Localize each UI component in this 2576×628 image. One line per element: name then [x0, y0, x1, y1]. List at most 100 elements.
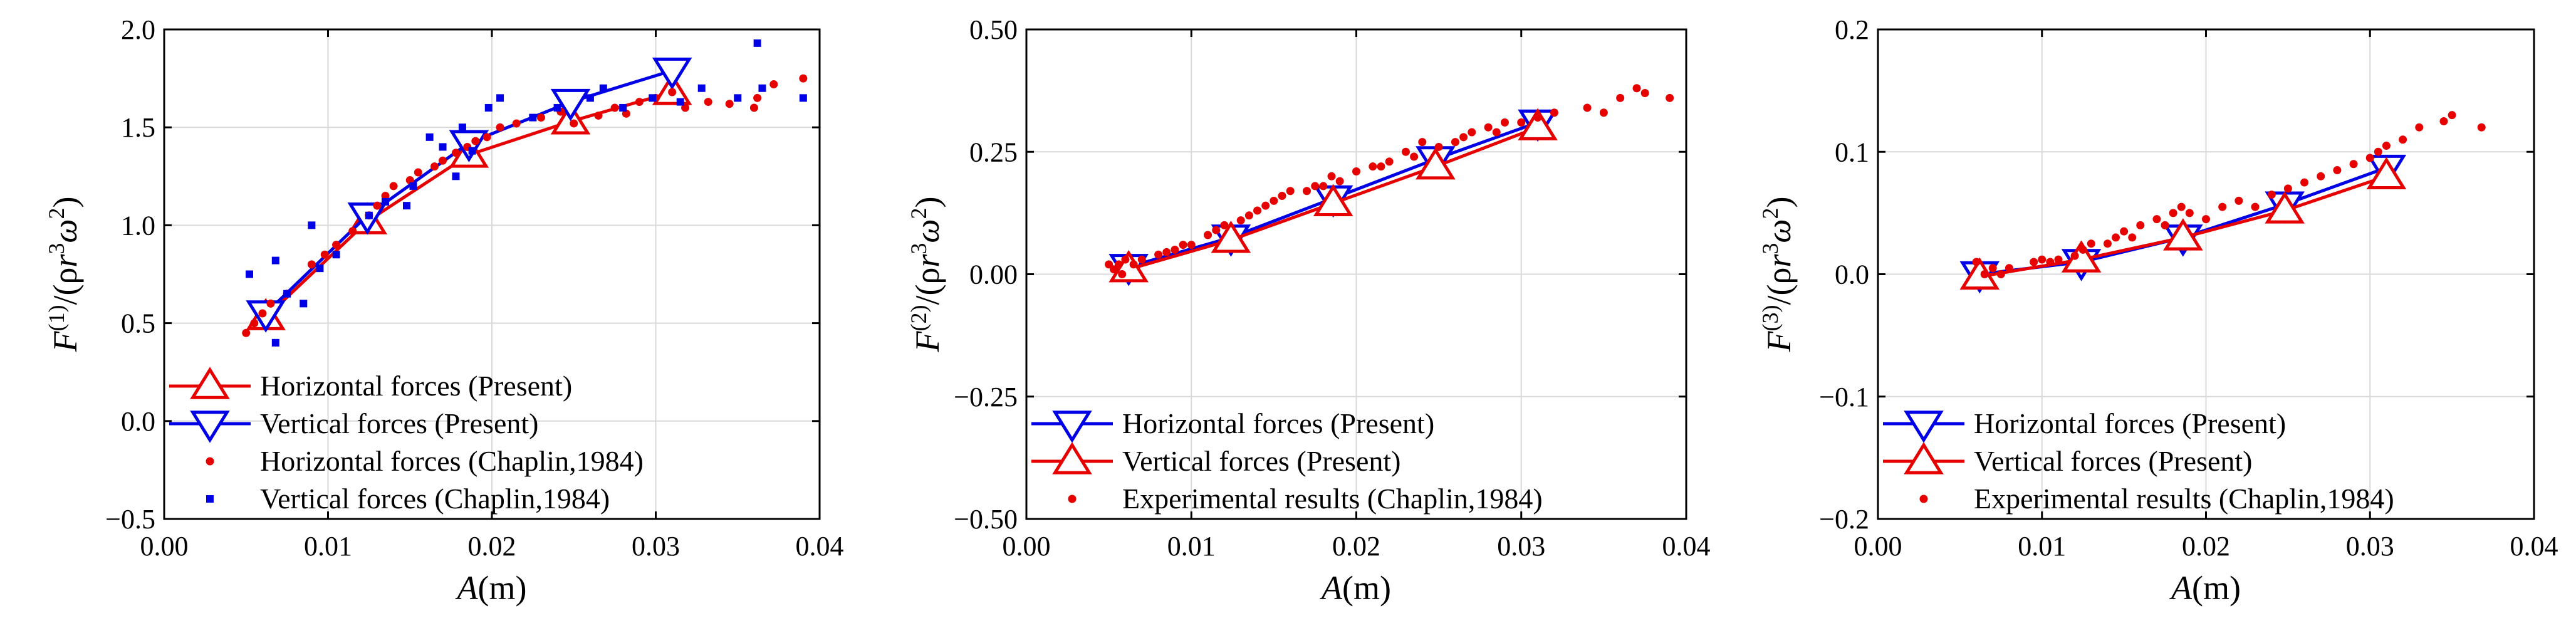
x-tick-label: 0.03 [2346, 531, 2394, 562]
data-point [373, 201, 382, 210]
y-axis-label: F(3)/(ρr3ω2) [1758, 196, 1798, 352]
data-point [308, 221, 316, 229]
data-point [681, 103, 690, 112]
data-point [799, 94, 807, 102]
data-point [2046, 258, 2055, 266]
legend: Horizontal forces (Present) Vertical forc… [1883, 407, 2394, 515]
data-point [1468, 128, 1476, 137]
y-tick-label: −0.50 [954, 504, 1018, 535]
data-point [266, 299, 275, 308]
data-point [2415, 123, 2424, 132]
data-point [1980, 270, 1989, 278]
data-point [2267, 191, 2276, 199]
data-point [1253, 206, 1262, 215]
data-point [1640, 89, 1649, 98]
data-point [2136, 221, 2145, 229]
series-4 [245, 39, 807, 347]
data-point [769, 80, 778, 88]
chart-panel-1: 0.00 0.01 0.02 0.03 0.04 −0.5 0.0 0.5 1.0 1.5 2.0 A… [44, 14, 844, 607]
data-point [484, 103, 493, 112]
data-point [2161, 221, 2169, 229]
x-tick-label: 0.03 [632, 531, 680, 562]
data-point [452, 172, 460, 181]
data-point [1484, 123, 1493, 132]
data-point [271, 338, 279, 347]
legend: Horizontal forces (Present) Vertical forc… [1031, 407, 1543, 515]
data-point [1261, 201, 1270, 210]
data-point [1385, 157, 1394, 166]
x-tick-label: 0.04 [1662, 531, 1711, 562]
data-point [2169, 209, 2177, 217]
x-tick-label: 0.02 [2182, 531, 2230, 562]
data-point [1211, 221, 1251, 253]
data-point [704, 98, 712, 107]
data-point [1114, 260, 1123, 269]
x-tick-label: 0.04 [2510, 531, 2558, 562]
legend-marker [190, 367, 230, 399]
y-tick-label: 0.5 [121, 308, 155, 339]
data-point [725, 100, 734, 108]
data-point [468, 147, 476, 155]
data-point [2365, 154, 2374, 162]
data-point [1418, 138, 1427, 147]
data-point [2349, 160, 2358, 169]
data-point [512, 119, 521, 128]
data-point [451, 149, 460, 157]
data-point [758, 84, 766, 92]
data-point [300, 300, 308, 308]
data-point [2087, 239, 2095, 248]
legend-label: Horizontal forces (Present) [1974, 407, 2286, 439]
data-point [283, 290, 291, 298]
data-point [1212, 226, 1221, 234]
data-point [2265, 191, 2305, 224]
data-point [553, 103, 561, 112]
data-point [365, 211, 373, 219]
data-point [676, 98, 684, 106]
chart-panel-2: 0.00 0.01 0.02 0.03 0.04 −0.50 −0.25 0.00 0.25 0.… [906, 14, 1711, 607]
y-tick-label: −0.1 [1819, 382, 1869, 412]
data-point [381, 192, 390, 201]
data-point [1236, 216, 1245, 225]
data-point [2054, 255, 2063, 264]
data-point [1401, 147, 1410, 156]
data-point [1377, 162, 1385, 171]
data-point [570, 119, 578, 128]
y-tick-label: 0.1 [1835, 137, 1869, 167]
data-point [1666, 93, 1674, 102]
data-point [2439, 117, 2448, 125]
data-point [430, 162, 439, 171]
y-tick-label: 0.0 [121, 406, 155, 437]
data-point [403, 202, 411, 210]
data-point [753, 93, 762, 102]
data-point [2038, 255, 2047, 264]
data-point [1286, 187, 1295, 196]
data-point [271, 256, 279, 264]
data-point [1303, 187, 1311, 196]
x-tick-label: 0.00 [1854, 531, 1902, 562]
data-point [2120, 227, 2129, 236]
x-tick-label: 0.01 [2018, 531, 2066, 562]
legend-label: Experimental results (Chaplin,1984) [1974, 483, 2394, 515]
data-point [1154, 250, 1163, 259]
legend-label: Horizontal forces (Chaplin,1984) [260, 445, 644, 477]
data-point [458, 123, 466, 132]
data-point [2005, 264, 2013, 273]
data-point [536, 113, 545, 122]
data-point [1171, 245, 1179, 254]
data-point [2177, 202, 2186, 211]
legend-label: Horizontal forces (Present) [1122, 407, 1434, 439]
legend-label: Horizontal forces (Present) [260, 370, 572, 402]
legend-marker [1904, 411, 1944, 443]
y-tick-label: 0.25 [969, 137, 1018, 167]
data-point [332, 241, 341, 249]
data-point [1335, 177, 1344, 186]
data-point [382, 197, 390, 206]
data-point [2234, 196, 2243, 205]
data-point [316, 264, 324, 273]
data-point [1244, 211, 1253, 220]
data-point [2163, 218, 2203, 251]
data-point [1988, 264, 1997, 273]
data-point [622, 109, 630, 118]
data-point [2112, 233, 2120, 242]
